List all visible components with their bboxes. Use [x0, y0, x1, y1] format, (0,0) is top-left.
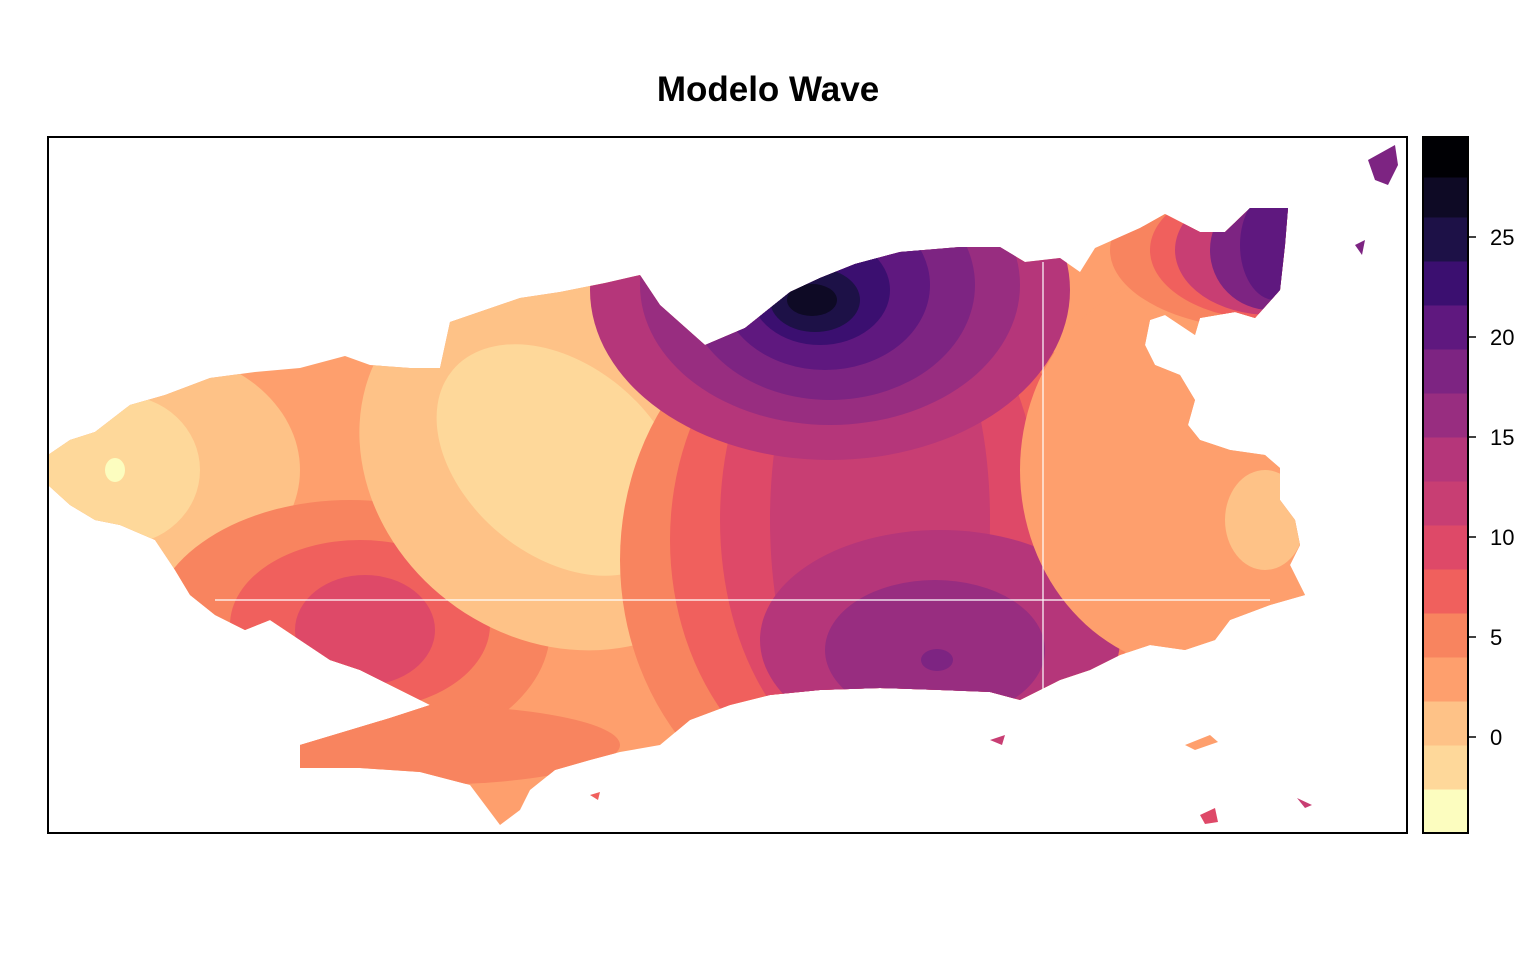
plot-title: Modelo Wave: [656, 70, 880, 109]
colorbar-band-11: [1423, 305, 1468, 350]
colorbar-band-13: [1423, 217, 1468, 262]
colorbar-band-8: [1423, 437, 1468, 482]
colorbar-band-9: [1423, 393, 1468, 438]
islands: [590, 145, 1398, 824]
colorbar-band-5: [1423, 569, 1468, 614]
colorbar-band-3: [1423, 657, 1468, 702]
colorbar-band-12: [1423, 261, 1468, 306]
colorbar-tick-label: 20: [1490, 325, 1514, 350]
band-west-min: [105, 458, 125, 482]
plot-frame: [47, 136, 1408, 834]
colorbar-frame: [1422, 136, 1469, 834]
colorbar-band-6: [1423, 525, 1468, 570]
colorbar-tick-label: 15: [1490, 425, 1514, 450]
colorbar-band-10: [1423, 349, 1468, 394]
colorbar: [1423, 137, 1468, 834]
colorbar-band-15: [1423, 137, 1468, 178]
colorbar-band-1: [1423, 745, 1468, 790]
band-se-max: [921, 649, 953, 671]
colorbar-band-7: [1423, 481, 1468, 526]
colorbar-ticks: 0 5 10 15 20 25: [1468, 225, 1514, 750]
band-c-2: [436, 344, 684, 576]
colorbar-band-14: [1423, 177, 1468, 218]
colorbar-tick-label: 0: [1490, 725, 1502, 750]
colorbar-band-0: [1423, 789, 1468, 834]
colorbar-band-4: [1423, 613, 1468, 658]
colorbar-tick-label: 10: [1490, 525, 1514, 550]
band-n-7: [787, 284, 837, 316]
colorbar-tick-label: 5: [1490, 625, 1502, 650]
colorbar-band-2: [1423, 701, 1468, 746]
band-sw-3: [295, 575, 435, 685]
colorbar-tick-label: 25: [1490, 225, 1514, 250]
